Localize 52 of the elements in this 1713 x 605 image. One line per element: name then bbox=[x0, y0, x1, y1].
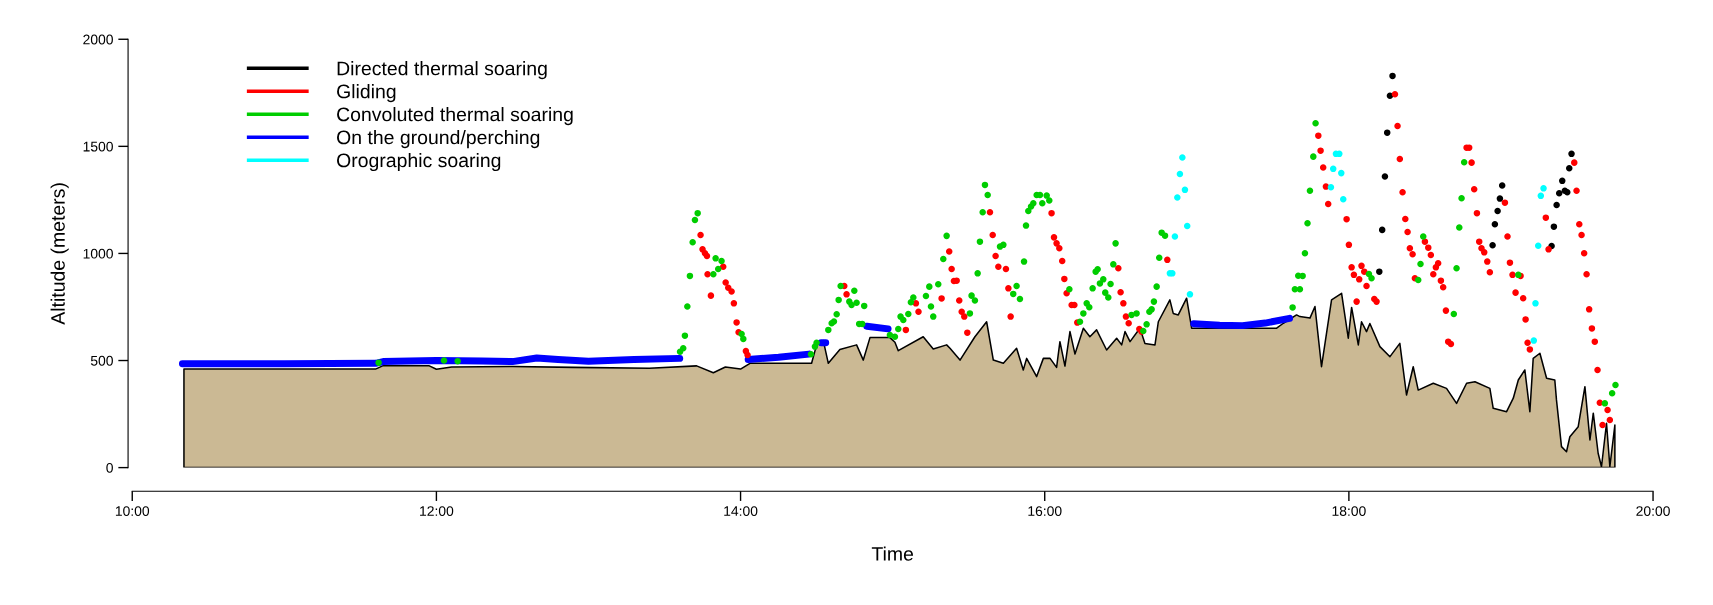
point bbox=[1386, 92, 1394, 100]
y-tick-label: 1000 bbox=[83, 248, 113, 259]
point bbox=[1171, 233, 1179, 240]
point bbox=[1329, 165, 1337, 173]
y-tick-label: 1500 bbox=[83, 141, 113, 152]
point bbox=[1550, 223, 1558, 230]
point bbox=[1540, 185, 1547, 192]
point bbox=[1534, 242, 1542, 249]
point bbox=[1176, 170, 1184, 178]
legend-label: Gliding bbox=[337, 84, 396, 103]
point bbox=[1496, 195, 1504, 202]
point bbox=[1340, 195, 1347, 203]
x-tick-label: 14:00 bbox=[724, 506, 758, 516]
x-tick-label: 20:00 bbox=[1636, 506, 1670, 516]
point bbox=[1174, 194, 1181, 201]
y-tick-label: 500 bbox=[90, 355, 113, 366]
point bbox=[1336, 150, 1343, 158]
point bbox=[1558, 177, 1566, 185]
point bbox=[1183, 222, 1191, 230]
point bbox=[1389, 72, 1396, 80]
x-tick-label: 12:00 bbox=[420, 506, 454, 516]
y-tick-label: 2000 bbox=[83, 34, 113, 45]
point bbox=[1327, 184, 1335, 191]
legend-label: On the ground/perching bbox=[337, 130, 540, 149]
point bbox=[1555, 190, 1563, 197]
point bbox=[1553, 201, 1560, 209]
point bbox=[1181, 186, 1189, 194]
x-tick-label: 16:00 bbox=[1028, 506, 1062, 516]
point bbox=[1494, 207, 1501, 215]
y-tick-label: 0 bbox=[106, 462, 113, 473]
point bbox=[1381, 173, 1389, 180]
point bbox=[1378, 226, 1386, 234]
point bbox=[1186, 291, 1194, 298]
point bbox=[1383, 129, 1391, 136]
legend-label: Directed thermal soaring bbox=[337, 61, 547, 80]
x-tick-label: 18:00 bbox=[1332, 506, 1366, 516]
point bbox=[1537, 192, 1545, 200]
point bbox=[1498, 182, 1506, 189]
x-axis-title: Time bbox=[871, 546, 914, 561]
point bbox=[1491, 221, 1499, 228]
y-axis-title: Altitude (meters) bbox=[50, 183, 69, 325]
legend-label: Orographic soaring bbox=[337, 153, 501, 172]
x-tick-label: 10:00 bbox=[115, 506, 150, 516]
point bbox=[1179, 154, 1186, 161]
point bbox=[1565, 164, 1573, 172]
point bbox=[1568, 150, 1575, 158]
legend-label: Convoluted thermal soaring bbox=[337, 107, 573, 126]
point bbox=[1489, 242, 1496, 249]
point bbox=[1530, 337, 1538, 344]
point bbox=[1376, 268, 1383, 275]
point bbox=[1532, 300, 1539, 307]
point bbox=[1338, 169, 1345, 177]
